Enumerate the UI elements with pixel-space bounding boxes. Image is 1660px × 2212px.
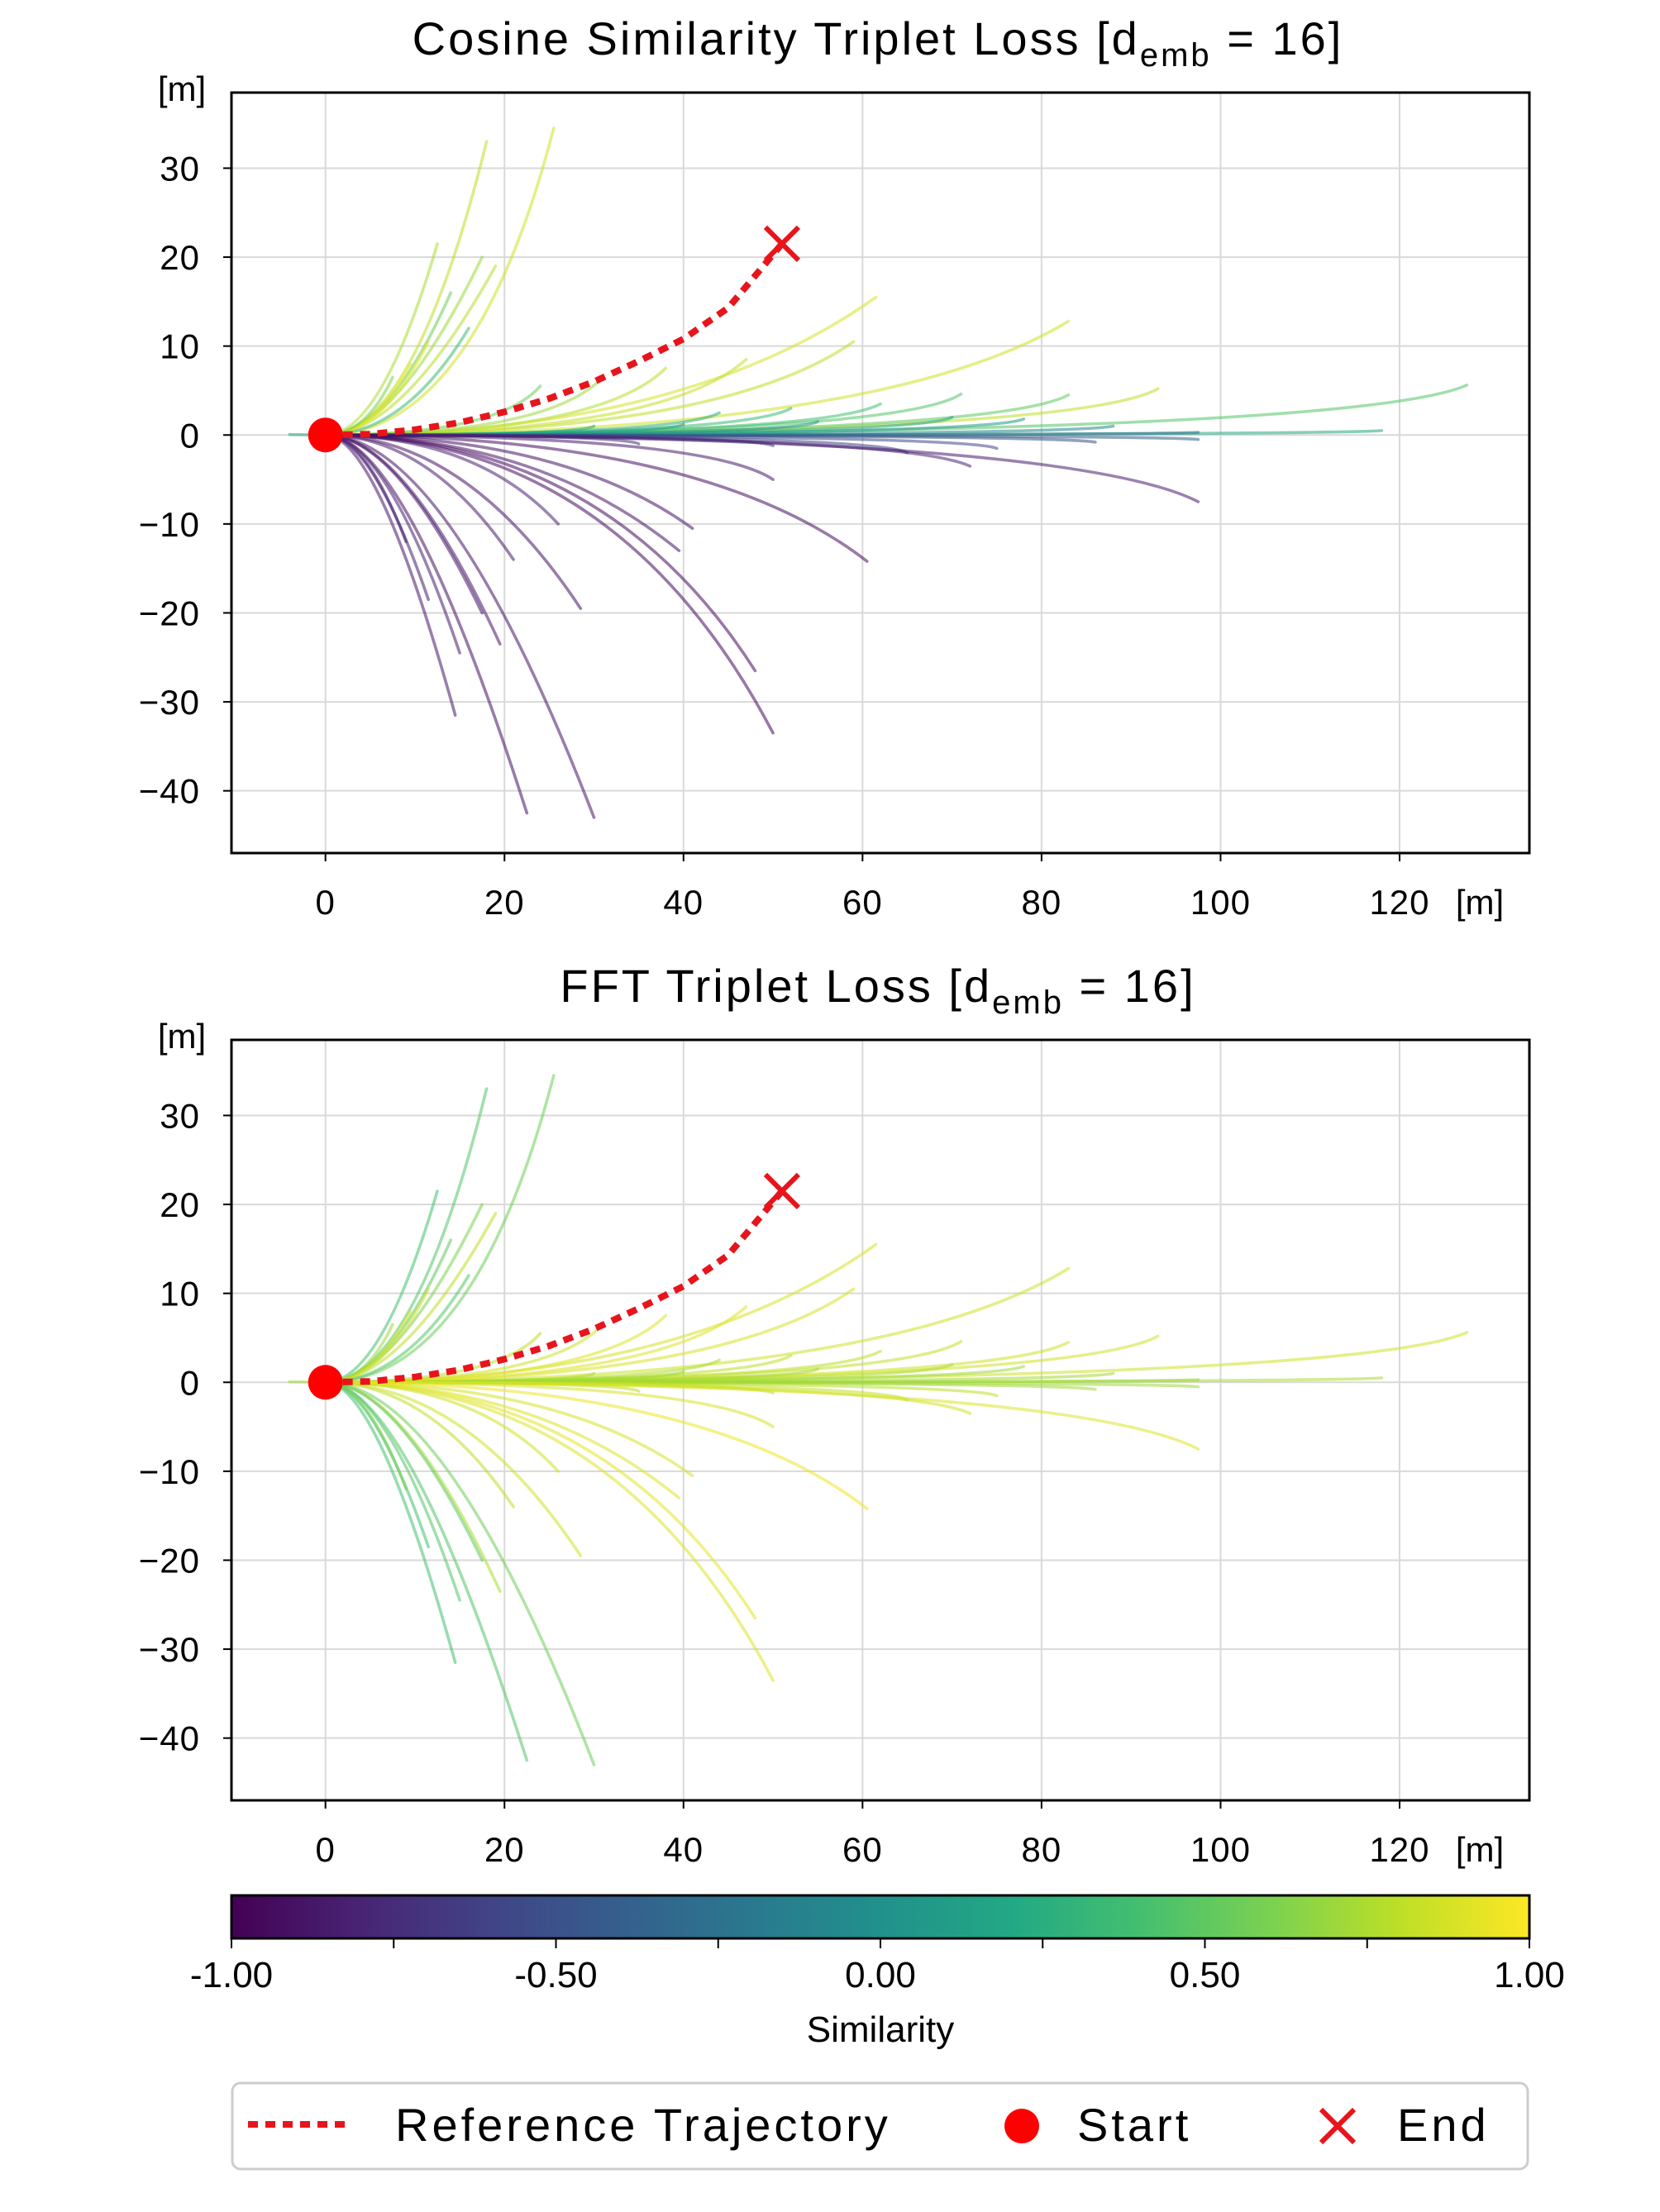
trajectory-line [323, 1212, 498, 1385]
colorbar-tick-label: -1.00 [190, 1955, 273, 1995]
legend-start-marker [1004, 2109, 1039, 2143]
colorbar-tick-label: 0.50 [1170, 1955, 1241, 1995]
x-tick-label: 80 [1022, 883, 1062, 922]
legend: Reference Trajectory Start End [231, 2081, 1529, 2171]
legend-start-label: Start [1077, 2099, 1191, 2151]
chart-title: Cosine Similarity Triplet Loss [demb = 1… [413, 12, 1344, 74]
y-tick-label: 20 [160, 1185, 200, 1224]
y-tick-label: 10 [160, 1275, 200, 1313]
plot-frame [230, 1038, 1531, 1802]
trajectory-line [323, 433, 457, 717]
colorbar: -1.00 -0.50 0.00 0.50 1.00 Similarity [190, 1894, 1565, 2050]
x-tick-label: 20 [484, 1830, 525, 1869]
y-ticks: 30 20 10 0 −10 −20 −30 −40 [139, 149, 231, 811]
y-tick-label: 0 [180, 1363, 200, 1402]
colorbar-tick-label: -0.50 [514, 1955, 597, 1995]
y-tick-label: −20 [139, 1541, 200, 1580]
x-ticks: 0 20 40 60 80 100 120 [316, 1800, 1429, 1869]
legend-box [231, 2081, 1529, 2171]
x-tick-label: 100 [1190, 1830, 1251, 1869]
x-tick-label: 40 [663, 883, 704, 922]
trajectory-line [323, 433, 869, 563]
reference-trajectory [325, 241, 785, 439]
x-ticks: 0 20 40 60 80 100 120 [316, 853, 1429, 922]
x-tick-label: 100 [1190, 883, 1251, 922]
x-tick-label: 120 [1369, 1830, 1429, 1869]
y-tick-label: −40 [139, 772, 200, 811]
end-marker [763, 1172, 801, 1210]
panel-fft-triplet-loss: FFT Triplet Loss [demb = 16] [m] 0 20 40 60… [139, 960, 1531, 1869]
panel-cosine-triplet-loss: Cosine Similarity Triplet Loss [demb = 1… [139, 12, 1531, 922]
y-tick-label: 20 [160, 238, 200, 277]
trajectory-line [323, 1380, 484, 1562]
legend-reference-label: Reference Trajectory [395, 2099, 891, 2151]
colorbar-ticks: -1.00 -0.50 0.00 0.50 1.00 [190, 1938, 1565, 1995]
y-tick-label: −10 [139, 1452, 200, 1491]
trajectory-line [323, 1380, 529, 1762]
x-tick-label: 0 [316, 1830, 336, 1869]
y-tick-label: 10 [160, 327, 200, 366]
trajectory-line [323, 1380, 775, 1682]
x-axis-unit: [m] [1456, 1830, 1504, 1869]
y-tick-label: 30 [160, 149, 200, 188]
trajectory-line [323, 126, 556, 437]
colorbar-tick-label: 1.00 [1494, 1955, 1565, 1995]
y-tick-label: −30 [139, 1630, 200, 1669]
y-ticks: 30 20 10 0 −10 −20 −30 −40 [139, 1096, 231, 1758]
x-tick-label: 40 [663, 1830, 704, 1869]
y-tick-label: 0 [180, 416, 200, 455]
end-marker [763, 225, 801, 263]
trajectory-line [323, 433, 972, 468]
trajectory-line [323, 433, 775, 735]
x-tick-label: 60 [842, 883, 883, 922]
trajectory-line [323, 433, 596, 819]
plot-frame [230, 91, 1531, 855]
y-tick-label: −40 [139, 1719, 200, 1758]
trajectory-line [323, 433, 484, 615]
colorbar-label: Similarity [807, 2009, 954, 2050]
x-tick-label: 120 [1369, 883, 1429, 922]
legend-end-label: End [1397, 2099, 1490, 2151]
x-tick-label: 60 [842, 1830, 883, 1869]
y-tick-label: −10 [139, 505, 200, 544]
reference-trajectory [325, 1189, 785, 1386]
colorbar-gradient [230, 1894, 1531, 1940]
trajectory-line [323, 265, 498, 437]
chart-title: FFT Triplet Loss [demb = 16] [560, 960, 1195, 1021]
x-tick-label: 80 [1022, 1830, 1062, 1869]
x-axis-unit: [m] [1456, 883, 1504, 922]
y-axis-unit: [m] [158, 69, 206, 108]
y-axis-unit: [m] [158, 1017, 206, 1056]
x-tick-label: 20 [484, 883, 525, 922]
grid [231, 1040, 1529, 1800]
trajectory-line [323, 1380, 869, 1510]
trajectories [288, 1074, 1469, 1766]
start-marker [308, 1365, 343, 1400]
legend-end-marker [1319, 2107, 1357, 2145]
start-marker [308, 417, 343, 453]
trajectory-line [323, 433, 529, 815]
trajectory-line [323, 1380, 457, 1665]
grid [231, 93, 1529, 853]
y-tick-label: −20 [139, 594, 200, 632]
trajectory-line [323, 1380, 596, 1766]
trajectory-line [323, 1074, 556, 1385]
y-tick-label: −30 [139, 683, 200, 722]
trajectories [288, 126, 1469, 819]
y-tick-label: 30 [160, 1096, 200, 1135]
colorbar-tick-label: 0.00 [845, 1955, 916, 1995]
trajectory-line [323, 1380, 972, 1415]
x-tick-label: 0 [316, 883, 336, 922]
